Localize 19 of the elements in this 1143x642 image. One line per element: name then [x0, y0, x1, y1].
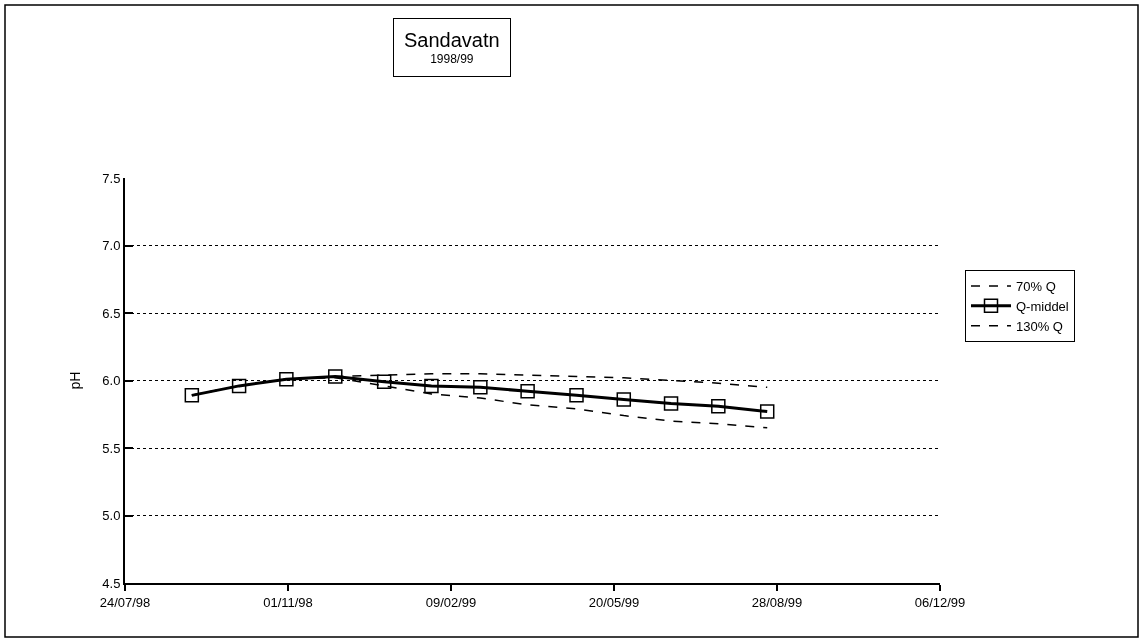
chart-title: Sandavatn [404, 29, 500, 51]
y-tick-label: 4.5 [102, 575, 121, 591]
y-tick-label: 5.5 [102, 440, 121, 456]
x-tick-label: 01/11/98 [263, 594, 313, 610]
legend-label: 70% Q [1016, 279, 1056, 295]
x-tick-label: 28/08/99 [751, 594, 803, 610]
x-tick-label: 20/05/99 [588, 594, 640, 610]
x-tick-label: 06/12/99 [914, 594, 966, 610]
y-axis-title: pH [67, 371, 84, 390]
x-tick-label: 09/02/99 [425, 594, 477, 610]
y-tick-label: 5.0 [102, 508, 121, 524]
legend-label: Q-middel [1016, 298, 1069, 314]
y-tick-label: 7.0 [102, 238, 121, 254]
x-tick-label: 24/07/98 [99, 594, 151, 610]
y-tick-label: 6.0 [102, 373, 121, 389]
legend-label: 130% Q [1016, 318, 1063, 334]
chart-subtitle: 1998/99 [430, 51, 474, 66]
y-tick-label: 7.5 [102, 170, 121, 186]
y-tick-label: 6.5 [102, 305, 121, 321]
